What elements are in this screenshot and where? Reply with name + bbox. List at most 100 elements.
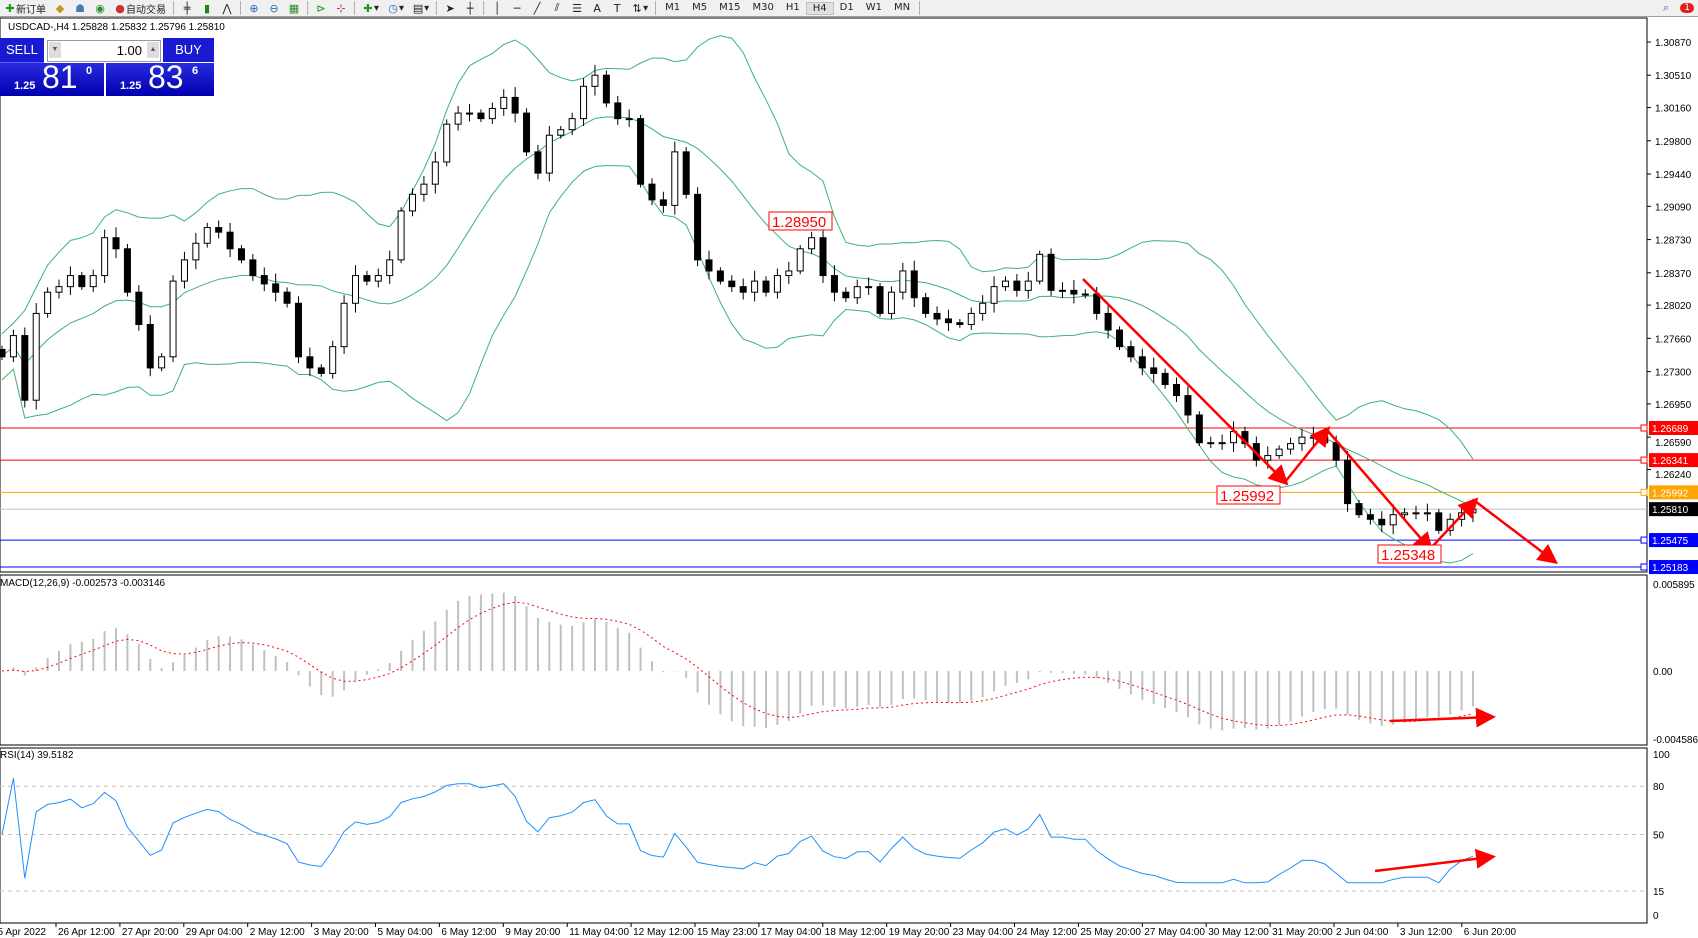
candle[interactable] — [89, 275, 97, 288]
candle-chart-button[interactable]: ▮ — [197, 0, 217, 16]
level-handle[interactable] — [1640, 563, 1648, 571]
candle[interactable] — [351, 275, 359, 304]
candle[interactable] — [203, 227, 211, 244]
candle[interactable] — [1378, 518, 1386, 526]
candle[interactable] — [1401, 512, 1409, 516]
candle[interactable] — [431, 161, 439, 185]
candle[interactable] — [180, 259, 188, 282]
candle[interactable] — [1127, 346, 1135, 358]
candle[interactable] — [1218, 442, 1226, 445]
lot-size-input[interactable]: ▼ 1.00 ▲ — [47, 40, 161, 62]
sell-button[interactable]: SELL — [0, 38, 44, 63]
candle[interactable] — [340, 302, 348, 348]
main-pane[interactable] — [0, 17, 1648, 573]
candle[interactable] — [66, 275, 74, 288]
candle[interactable] — [830, 275, 838, 293]
candle[interactable] — [876, 286, 884, 314]
candle[interactable] — [659, 199, 667, 206]
candle[interactable] — [1321, 436, 1329, 444]
sell-price[interactable]: 1.25 81 0 — [0, 59, 104, 96]
candle[interactable] — [967, 312, 975, 325]
candle[interactable] — [32, 312, 40, 401]
timeframe-m5[interactable]: M5 — [692, 1, 708, 13]
candle[interactable] — [1138, 356, 1146, 369]
crosshair-button[interactable]: ┼ — [460, 0, 480, 16]
candle[interactable] — [796, 248, 804, 272]
candle[interactable] — [237, 248, 245, 261]
candle[interactable] — [728, 280, 736, 288]
rsi-divergence-arrow[interactable] — [1374, 848, 1496, 873]
trendline-button[interactable]: ╱ — [527, 0, 547, 16]
candle[interactable] — [226, 231, 234, 250]
candle[interactable] — [1435, 512, 1443, 531]
candle[interactable] — [1264, 455, 1272, 461]
timeframe-m15[interactable]: M15 — [719, 1, 741, 13]
candle[interactable] — [580, 85, 588, 120]
auto-trading-button[interactable]: ● 自动交易 — [110, 0, 170, 16]
candle[interactable] — [739, 286, 747, 293]
candle[interactable] — [1423, 512, 1431, 515]
candle[interactable] — [283, 291, 291, 304]
candle[interactable] — [614, 102, 622, 120]
candle[interactable] — [101, 237, 109, 277]
candle[interactable] — [123, 248, 131, 293]
channel-button[interactable]: ⫽ — [547, 0, 567, 16]
level-handle[interactable] — [1640, 424, 1648, 432]
timeframe-w1[interactable]: W1 — [865, 1, 882, 13]
candle[interactable] — [500, 96, 508, 109]
candle[interactable] — [1161, 372, 1169, 386]
timeframe-mn[interactable]: MN — [893, 1, 911, 13]
candle[interactable] — [1207, 442, 1215, 445]
candle[interactable] — [1309, 436, 1317, 439]
buy-price[interactable]: 1.25 83 6 — [106, 59, 214, 96]
candle[interactable] — [329, 346, 337, 374]
lot-value[interactable]: 1.00 — [116, 43, 142, 58]
candle[interactable] — [260, 275, 268, 285]
candle[interactable] — [568, 118, 576, 131]
trend-arrow-down-1[interactable] — [1082, 278, 1289, 486]
vertical-line-button[interactable]: │ — [487, 0, 507, 16]
candle[interactable] — [192, 242, 200, 261]
chart-shift-button[interactable]: ⊹ — [331, 0, 351, 16]
candle[interactable] — [944, 318, 952, 324]
candle[interactable] — [420, 183, 428, 195]
candle[interactable] — [317, 367, 325, 374]
candle[interactable] — [523, 112, 531, 153]
candle[interactable] — [1389, 514, 1397, 526]
search-button[interactable]: ⌕ — [1656, 0, 1676, 16]
timeframe-m30[interactable]: M30 — [752, 1, 774, 13]
fibonacci-button[interactable]: ☰ — [567, 0, 587, 16]
zoom-in-button[interactable]: ⊕ — [244, 0, 264, 16]
periods-button[interactable]: ◷ ▾ — [388, 1, 405, 15]
candle[interactable] — [215, 227, 223, 233]
candle[interactable] — [1001, 280, 1009, 288]
candle[interactable] — [1081, 293, 1089, 296]
candle[interactable] — [716, 270, 724, 282]
candle[interactable] — [979, 302, 987, 314]
candle[interactable] — [1024, 280, 1032, 291]
candle[interactable] — [294, 302, 302, 358]
candle[interactable] — [705, 259, 713, 272]
trend-arrow-down-2[interactable] — [1326, 429, 1434, 553]
trend-arrow-projection[interactable] — [1474, 500, 1558, 565]
history-button[interactable]: ☗ — [70, 0, 90, 16]
bar-chart-button[interactable]: ╪ — [177, 0, 197, 16]
candle[interactable] — [671, 151, 679, 206]
candle[interactable] — [146, 323, 154, 369]
cursor-button[interactable]: ➤ — [440, 0, 460, 16]
label-button[interactable]: T — [607, 0, 627, 16]
candle[interactable] — [785, 270, 793, 277]
candle[interactable] — [534, 151, 542, 174]
candle[interactable] — [78, 275, 86, 288]
candle[interactable] — [762, 280, 770, 293]
level-handle[interactable] — [1640, 488, 1648, 496]
candle[interactable] — [374, 275, 382, 282]
candle[interactable] — [466, 112, 474, 115]
timeframe-h4[interactable]: H4 — [805, 1, 834, 15]
candle[interactable] — [1058, 289, 1066, 292]
trend-arrow-up-1[interactable] — [1284, 426, 1331, 483]
tile-windows-button[interactable]: ▦ — [284, 0, 304, 16]
candle[interactable] — [1355, 503, 1363, 516]
candle[interactable] — [409, 193, 417, 212]
candle[interactable] — [910, 270, 918, 299]
